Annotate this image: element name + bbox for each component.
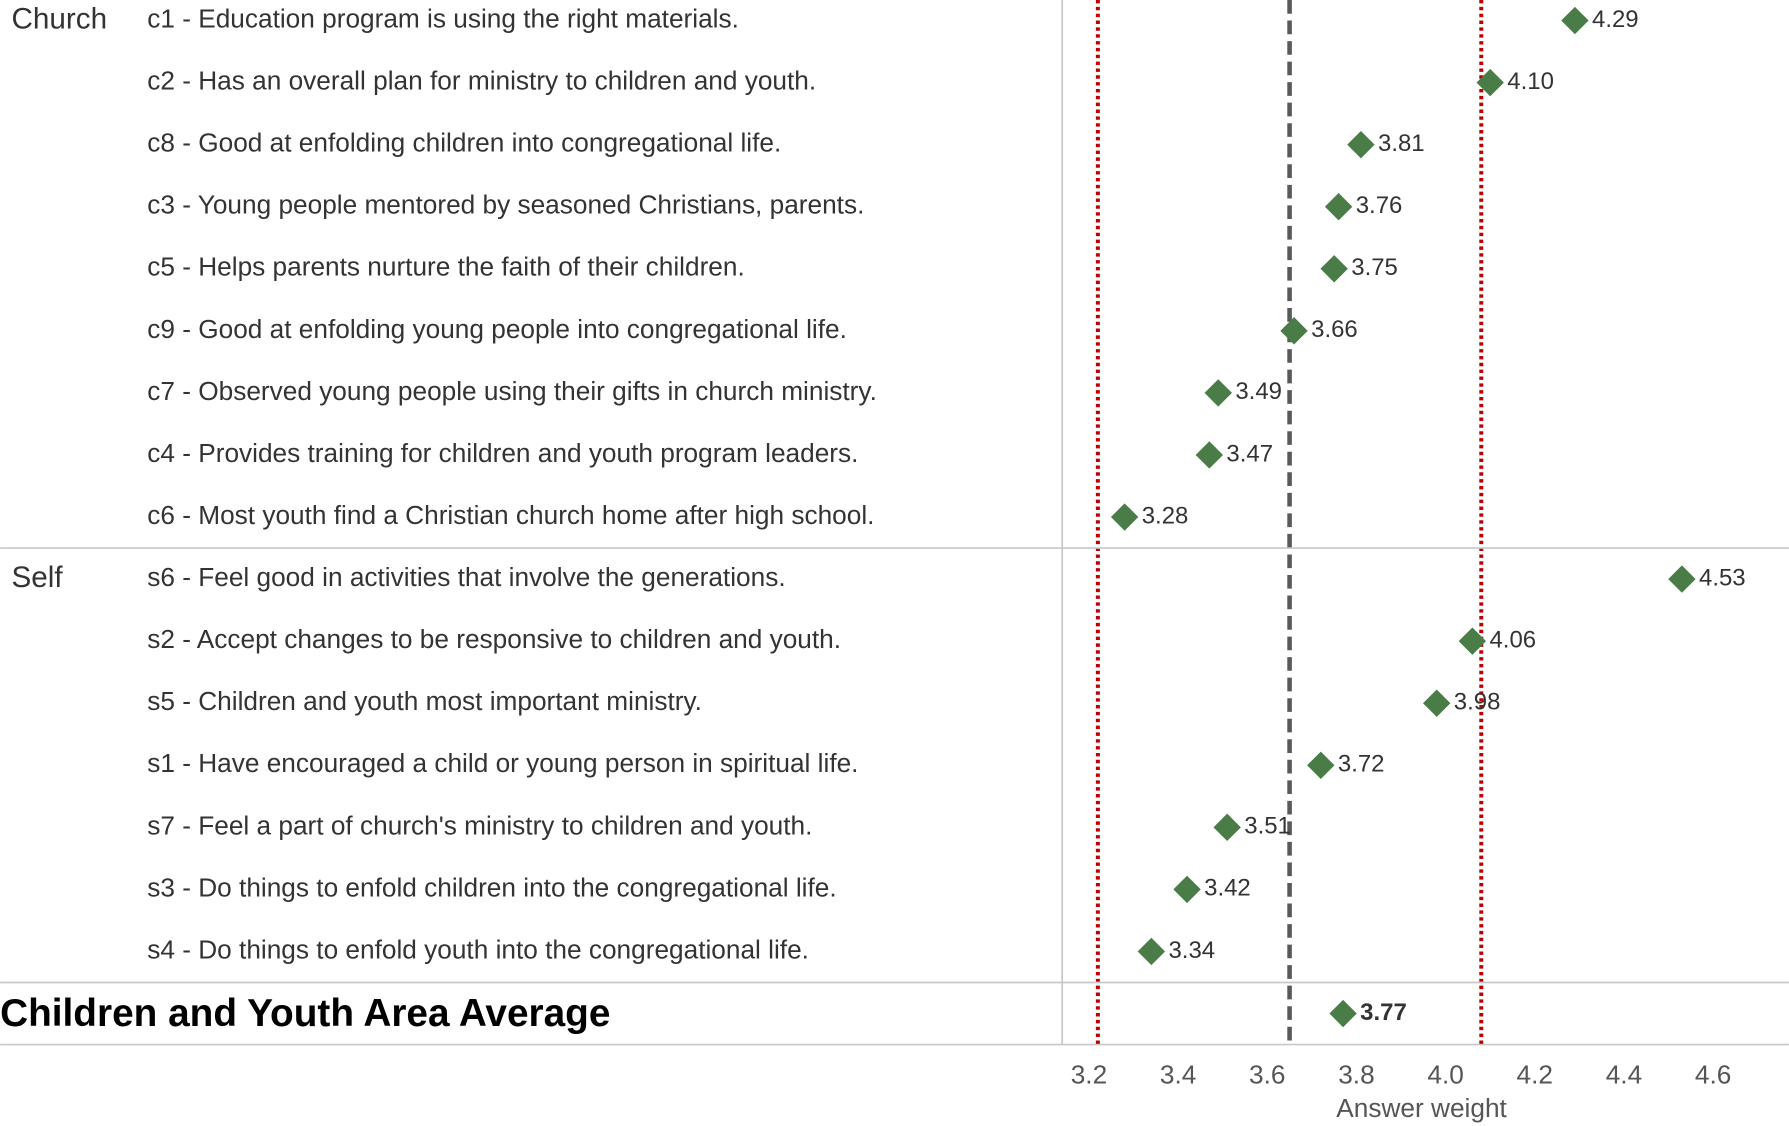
value-label: 3.81 <box>1378 130 1425 157</box>
category-label: s4 - Do things to enfold youth into the … <box>147 934 809 964</box>
category-label: c1 - Education program is using the righ… <box>147 3 739 33</box>
category-label: c4 - Provides training for children and … <box>147 438 858 468</box>
category-label: c8 - Good at enfolding children into con… <box>147 128 781 158</box>
x-tick-label: 4.0 <box>1427 1059 1463 1089</box>
marker <box>1668 565 1696 593</box>
value-label: 3.49 <box>1235 378 1282 405</box>
value-label: 3.51 <box>1244 813 1291 840</box>
x-tick-label: 3.4 <box>1160 1059 1196 1089</box>
value-label: 3.98 <box>1454 689 1501 716</box>
value-label: 4.06 <box>1489 626 1536 653</box>
value-label: 3.47 <box>1226 440 1273 467</box>
value-label: 3.28 <box>1142 502 1189 529</box>
marker <box>1173 875 1201 904</box>
value-label: 3.75 <box>1351 254 1398 281</box>
value-label: 4.53 <box>1699 564 1746 591</box>
x-tick-label: 3.2 <box>1071 1059 1107 1089</box>
marker <box>1204 379 1232 407</box>
x-tick-label: 3.6 <box>1249 1059 1285 1089</box>
value-label: 3.72 <box>1338 751 1385 778</box>
marker <box>1110 503 1139 531</box>
marker <box>1195 441 1224 469</box>
marker <box>1307 751 1335 779</box>
category-label: c9 - Good at enfolding young people into… <box>147 314 847 344</box>
marker <box>1347 130 1375 159</box>
category-label: c2 - Has an overall plan for ministry to… <box>147 66 816 96</box>
marker <box>1458 627 1487 655</box>
marker <box>1329 999 1357 1028</box>
average-label: Children and Youth Area Average <box>0 992 610 1035</box>
value-label: 4.29 <box>1592 6 1639 33</box>
category-label: s2 - Accept changes to be responsive to … <box>147 624 841 654</box>
marker <box>1561 6 1589 35</box>
marker <box>1280 317 1308 345</box>
category-label: c6 - Most youth find a Christian church … <box>147 500 874 530</box>
marker <box>1213 813 1241 842</box>
group-label: Church <box>11 2 107 35</box>
marker <box>1324 193 1353 221</box>
marker <box>1476 68 1504 97</box>
category-label: s6 - Feel good in activities that involv… <box>147 562 785 592</box>
marker <box>1423 689 1451 717</box>
value-label: 3.66 <box>1311 316 1358 343</box>
category-label: c3 - Young people mentored by seasoned C… <box>147 190 864 220</box>
x-tick-label: 3.8 <box>1338 1059 1374 1089</box>
group-label: Self <box>11 561 63 594</box>
value-label: 4.10 <box>1507 68 1554 95</box>
value-label: 3.42 <box>1204 875 1251 902</box>
category-label: s3 - Do things to enfold children into t… <box>147 872 836 902</box>
category-label: c7 - Observed young people using their g… <box>147 376 877 406</box>
category-label: s5 - Children and youth most important m… <box>147 686 702 716</box>
x-tick-label: 4.2 <box>1517 1059 1553 1089</box>
marker <box>1137 937 1166 966</box>
category-label: s7 - Feel a part of church's ministry to… <box>147 810 812 840</box>
category-label: c5 - Helps parents nurture the faith of … <box>147 252 745 282</box>
value-label: 3.76 <box>1356 192 1403 219</box>
x-tick-label: 4.4 <box>1606 1059 1642 1089</box>
category-label: s1 - Have encouraged a child or young pe… <box>147 748 858 778</box>
value-label: 3.77 <box>1360 999 1407 1026</box>
value-label: 3.34 <box>1168 937 1215 964</box>
x-tick-label: 4.6 <box>1695 1059 1731 1089</box>
marker <box>1320 255 1348 283</box>
x-axis-title: Answer weight <box>1336 1093 1507 1123</box>
